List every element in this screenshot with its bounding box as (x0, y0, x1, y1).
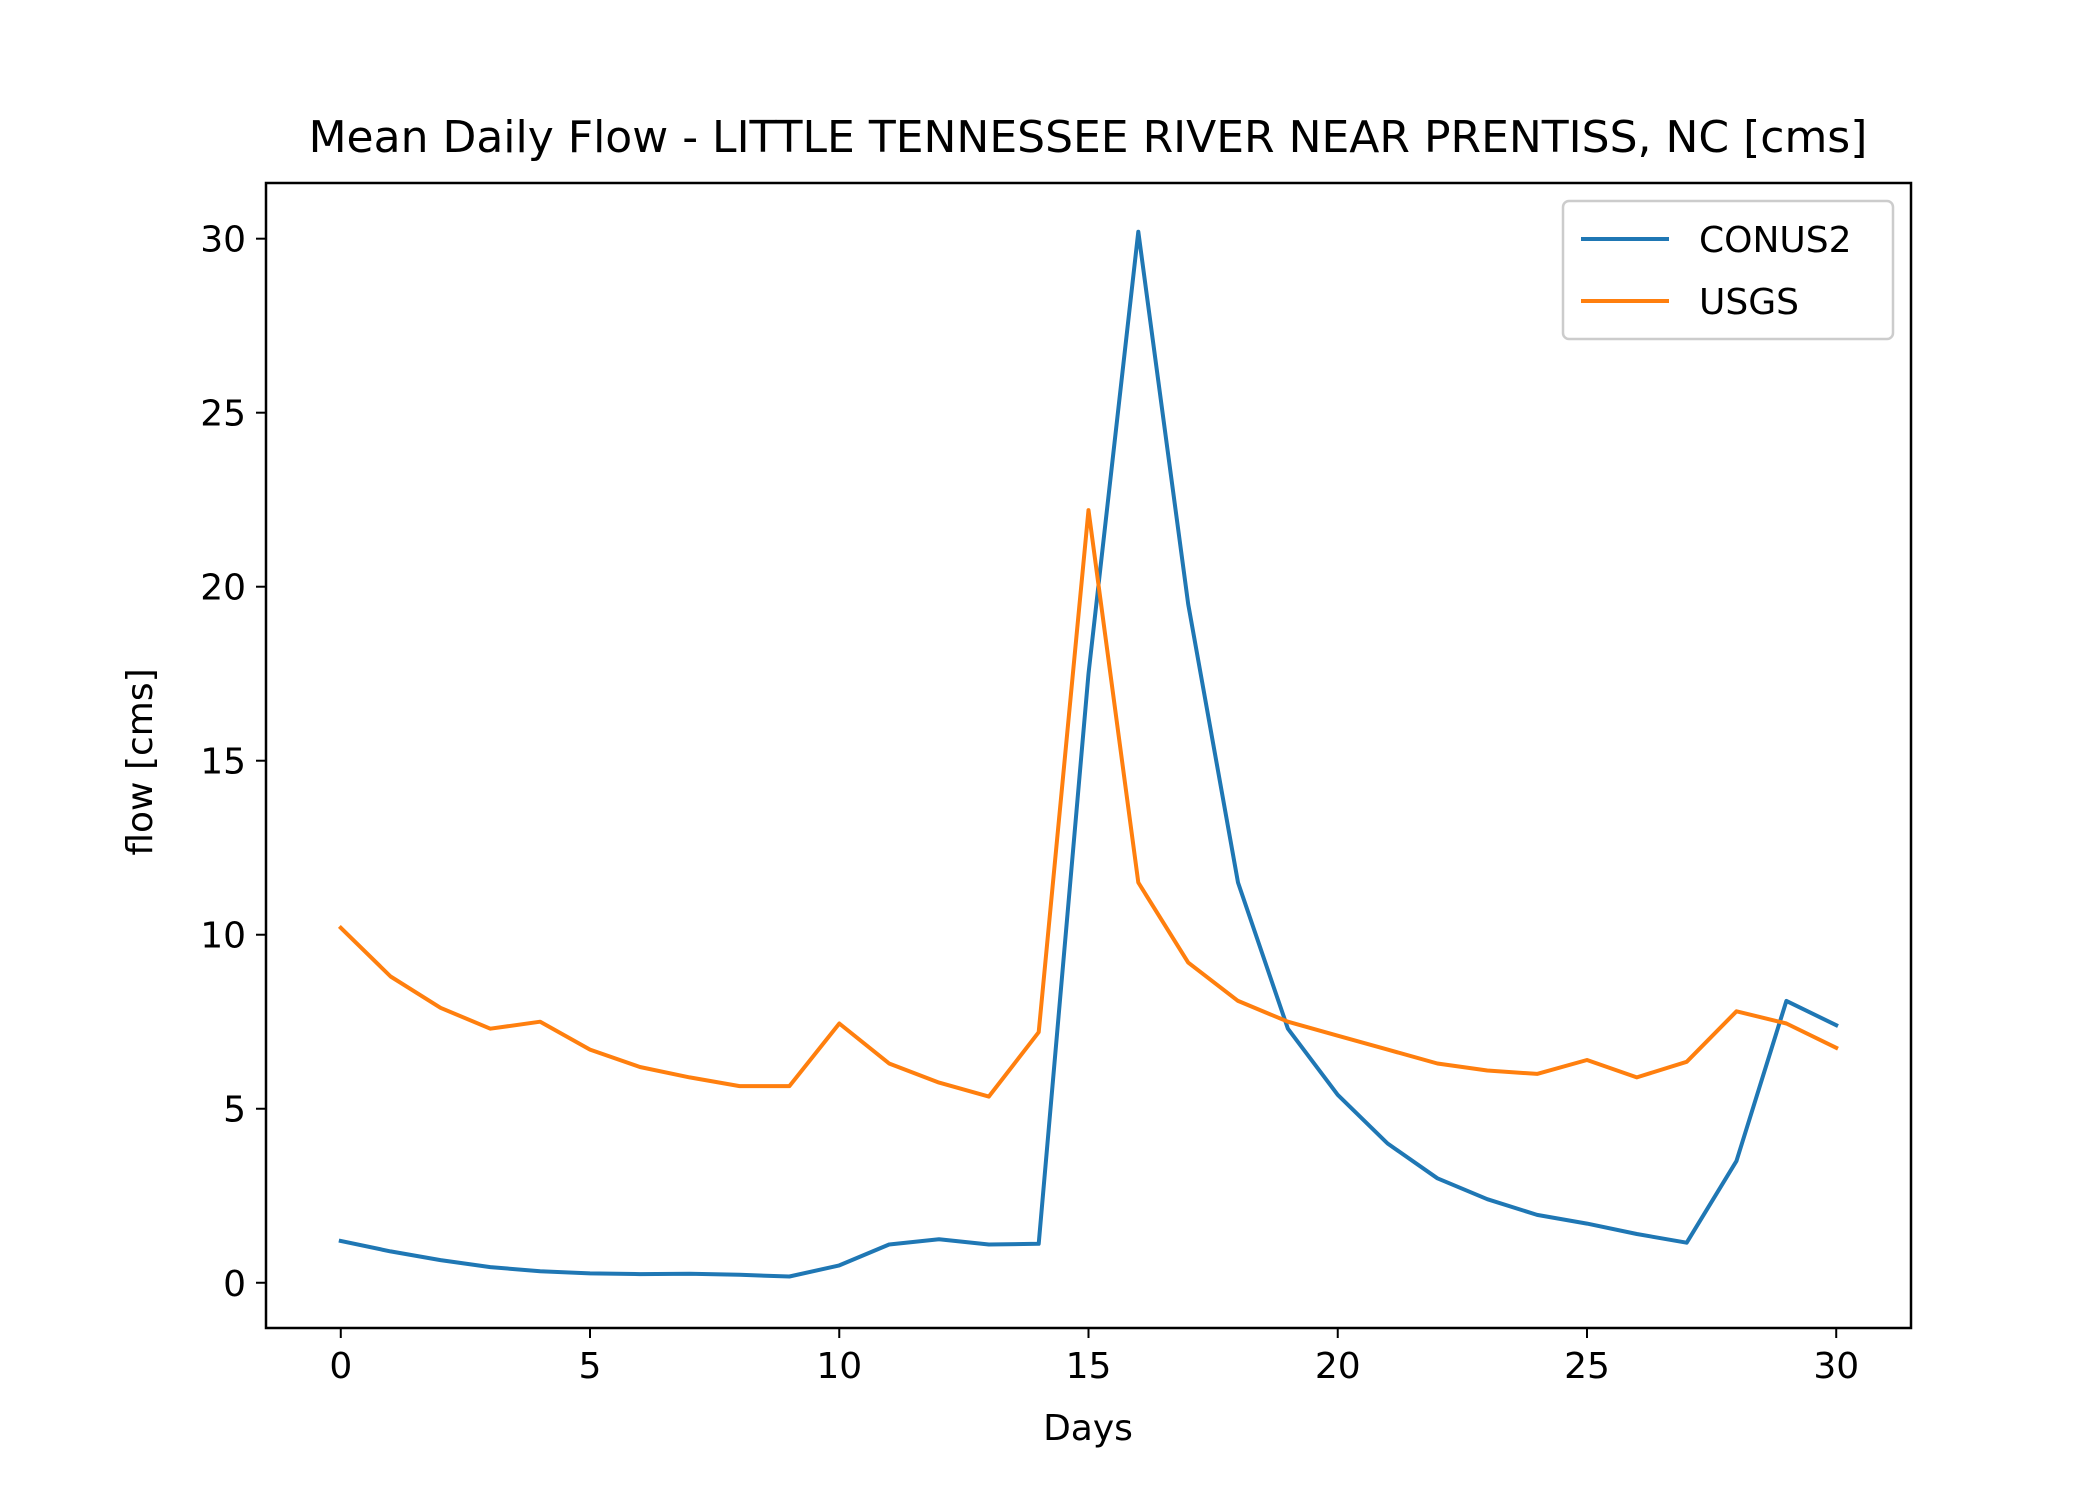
y-tick-label: 15 (200, 742, 246, 783)
x-axis-label: Days (1043, 1408, 1133, 1449)
y-tick-label: 0 (223, 1264, 246, 1305)
chart-title: Mean Daily Flow - LITTLE TENNESSEE RIVER… (309, 112, 1868, 163)
x-tick-label: 10 (816, 1346, 862, 1387)
x-tick-label: 20 (1315, 1346, 1361, 1387)
legend-box (1561, 199, 1895, 341)
legend-label: USGS (1699, 282, 1799, 323)
x-tick-label: 5 (579, 1346, 602, 1387)
x-tick-label: 0 (329, 1346, 352, 1387)
legend: CONUS2 USGS (1561, 199, 1895, 341)
x-tick-label: 30 (1813, 1346, 1859, 1387)
y-tick-label: 10 (200, 916, 246, 957)
series-lines (337, 229, 1839, 1279)
x-tick-label: 25 (1564, 1346, 1610, 1387)
y-tick-label: 25 (200, 394, 246, 435)
plot-area-frame (264, 181, 1913, 1330)
legend-label: CONUS2 (1699, 220, 1852, 261)
y-axis-label: flow [cms] (120, 668, 161, 855)
series-line-conus2 (338, 229, 1839, 1279)
y-tick-label: 30 (200, 220, 246, 261)
x-tick-label: 15 (1066, 1346, 1112, 1387)
series-line-usgs (337, 508, 1839, 1099)
y-tick-label: 5 (223, 1090, 246, 1131)
axis-ticks: 0 5 10 15 20 25 30 0 5 10 15 20 25 30 (200, 220, 1859, 1387)
y-tick-label: 20 (200, 568, 246, 609)
